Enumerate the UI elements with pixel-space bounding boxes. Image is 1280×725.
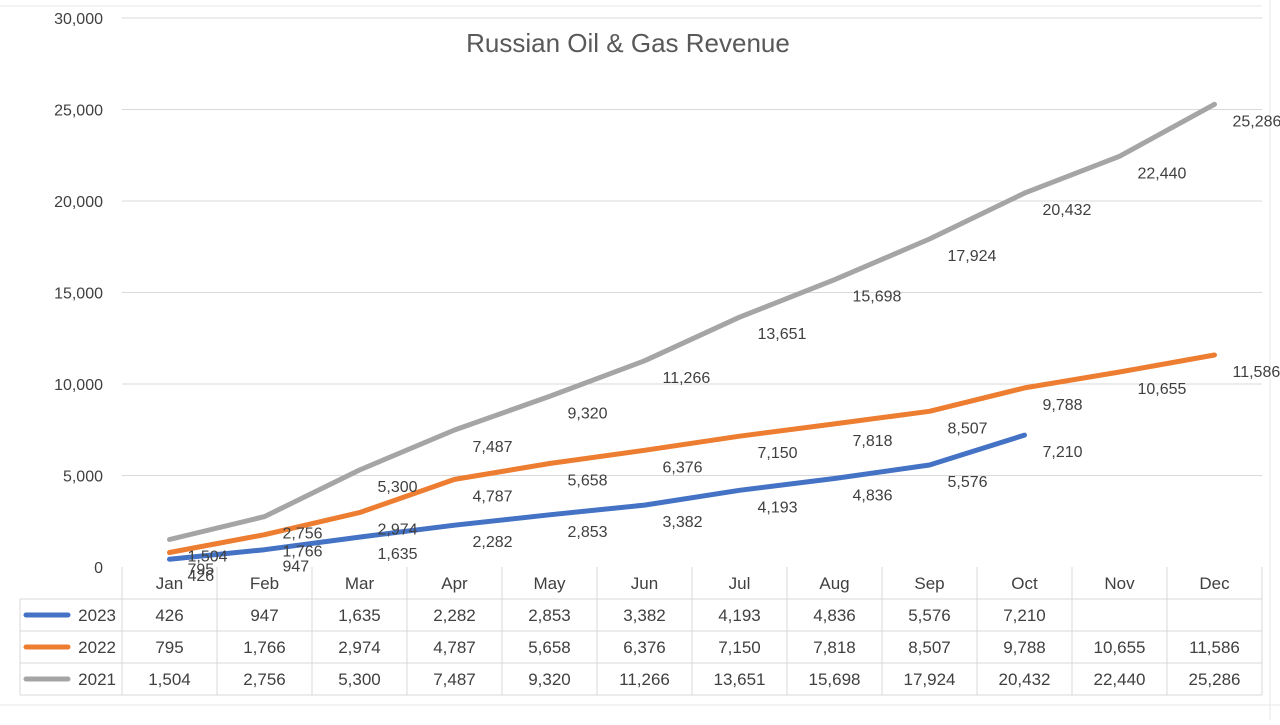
- legend-label: 2022: [78, 638, 116, 657]
- data-label-2022: 9,788: [1043, 397, 1083, 414]
- table-cell: 7,818: [813, 638, 856, 657]
- category-label: Feb: [250, 574, 279, 593]
- table-cell: 7,487: [433, 670, 476, 689]
- table-cell: 795: [155, 638, 183, 657]
- data-label-2023: 3,382: [663, 514, 703, 531]
- data-label-2021: 17,924: [948, 248, 997, 265]
- category-label: Mar: [345, 574, 375, 593]
- chart-title: Russian Oil & Gas Revenue: [466, 28, 790, 58]
- data-label-2023: 7,210: [1043, 444, 1083, 461]
- data-label-2021: 5,300: [378, 479, 418, 496]
- table-cell: 1,635: [338, 606, 381, 625]
- series-lines: [170, 104, 1215, 559]
- table-cell: 8,507: [908, 638, 951, 657]
- data-label-2022: 10,655: [1138, 381, 1187, 398]
- y-tick-label: 15,000: [54, 286, 103, 303]
- table-cell: 15,698: [809, 670, 861, 689]
- category-label: Jan: [156, 574, 183, 593]
- table-cell: 5,576: [908, 606, 951, 625]
- category-label: Apr: [441, 574, 468, 593]
- data-label-2021: 15,698: [853, 289, 902, 306]
- category-label: Nov: [1104, 574, 1135, 593]
- table-cell: 1,504: [148, 670, 191, 689]
- table-cell: 10,655: [1094, 638, 1146, 657]
- y-tick-label: 20,000: [54, 194, 103, 211]
- category-label: Oct: [1011, 574, 1038, 593]
- data-label-2023: 2,853: [568, 524, 608, 541]
- table-cell: 11,266: [619, 670, 670, 689]
- table-cell: 25,286: [1189, 670, 1241, 689]
- category-label: Jun: [631, 574, 658, 593]
- data-label-2021: 13,651: [758, 326, 807, 343]
- data-label-2022: 1,766: [283, 544, 323, 561]
- table-cell: 7,210: [1003, 606, 1046, 625]
- data-table: Jan Feb Mar Apr May Jun Jul Aug Sep Oct Nov Dec 2023…: [20, 567, 1262, 695]
- table-cell: 4,193: [718, 606, 761, 625]
- data-label-2021: 9,320: [568, 405, 608, 422]
- table-cell: 22,440: [1094, 670, 1146, 689]
- table-cell: 13,651: [714, 670, 766, 689]
- table-cell: 2,974: [338, 638, 381, 657]
- category-label: May: [533, 574, 566, 593]
- y-tick-label: 30,000: [54, 11, 103, 28]
- y-tick-label: 0: [94, 560, 103, 577]
- data-label-2021: 25,286: [1233, 113, 1280, 130]
- data-label-2023: 4,193: [758, 499, 798, 516]
- table-cell: 2,282: [433, 606, 476, 625]
- data-label-2021: 20,432: [1043, 202, 1092, 219]
- data-label-2023: 5,576: [948, 474, 988, 491]
- gridlines: [122, 18, 1262, 476]
- data-label-2022: 6,376: [663, 459, 703, 476]
- data-label-2023: 2,282: [473, 534, 513, 551]
- table-cell: 17,924: [904, 670, 956, 689]
- data-label-2023: 947: [283, 559, 310, 576]
- category-label: Jul: [729, 574, 751, 593]
- data-label-2023: 1,635: [378, 546, 418, 563]
- table-cell: 4,836: [813, 606, 856, 625]
- y-axis-ticks: 0 5,000 10,000 15,000 20,000 25,000 30,000: [54, 11, 103, 577]
- table-cell: 9,320: [528, 670, 571, 689]
- data-label-2021: 2,756: [283, 526, 323, 543]
- data-label-2021: 22,440: [1138, 165, 1187, 182]
- table-cell: 9,788: [1003, 638, 1046, 657]
- category-label: Dec: [1199, 574, 1230, 593]
- table-cell: 426: [155, 606, 183, 625]
- data-label-2022: 7,818: [853, 433, 893, 450]
- table-cell: 5,300: [338, 670, 381, 689]
- legend-label: 2021: [78, 670, 116, 689]
- data-label-2022: 7,150: [758, 445, 798, 462]
- category-label: Sep: [914, 574, 944, 593]
- data-label-2022: 5,658: [568, 472, 608, 489]
- table-cell: 6,376: [623, 638, 666, 657]
- data-label-2022: 11,586: [1233, 364, 1280, 381]
- table-cell: 11,586: [1189, 638, 1240, 657]
- data-label-2022: 8,507: [948, 420, 988, 437]
- data-label-2022: 4,787: [473, 488, 513, 505]
- table-cell: 4,787: [433, 638, 476, 657]
- y-tick-label: 10,000: [54, 377, 103, 394]
- table-cell: 7,150: [718, 638, 761, 657]
- y-tick-label: 25,000: [54, 103, 103, 120]
- table-cell: 947: [250, 606, 278, 625]
- legend-label: 2023: [78, 606, 116, 625]
- category-label: Aug: [819, 574, 849, 593]
- table-cell: 2,853: [528, 606, 571, 625]
- table-cell: 1,766: [243, 638, 286, 657]
- data-label-2021: 7,487: [473, 439, 513, 456]
- y-tick-label: 5,000: [63, 469, 103, 486]
- table-cell: 3,382: [623, 606, 666, 625]
- table-cell: 5,658: [528, 638, 571, 657]
- data-label-2023: 4,836: [853, 488, 893, 505]
- table-cell: 20,432: [999, 670, 1051, 689]
- data-label-2021: 1,504: [188, 548, 228, 565]
- data-label-2021: 11,266: [663, 370, 711, 387]
- data-label-2022: 2,974: [378, 522, 418, 539]
- table-cell: 2,756: [243, 670, 286, 689]
